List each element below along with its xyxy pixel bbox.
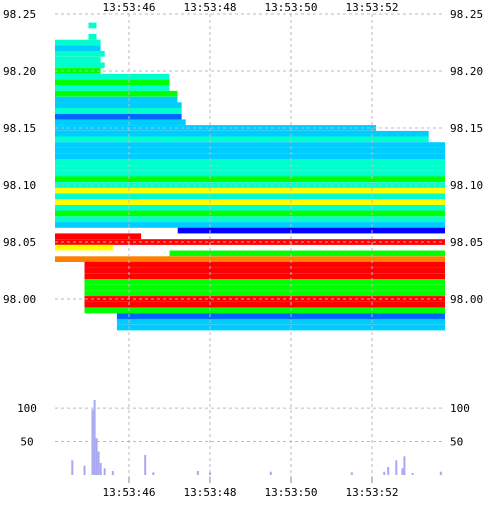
volume-tick-label-left: 100 xyxy=(17,402,37,415)
volume-bar xyxy=(144,454,147,475)
y-tick-label-right: 98.10 xyxy=(450,179,483,192)
volume-bar xyxy=(269,471,272,475)
x-tick-label-top: 13:53:46 xyxy=(103,1,156,14)
heatmap-cell xyxy=(55,176,445,183)
heatmap-cell xyxy=(84,279,445,285)
heatmap-cell xyxy=(55,102,182,108)
volume-bar xyxy=(350,472,353,475)
heatmap-cell xyxy=(88,33,97,40)
y-tick-label-left: 98.05 xyxy=(3,236,36,249)
volume-bar xyxy=(93,400,96,475)
heatmap-cell xyxy=(55,216,445,223)
y-tick-label-left: 98.10 xyxy=(3,179,36,192)
x-tick-label-bottom: 13:53:48 xyxy=(184,486,237,499)
volume-tick-label-right: 100 xyxy=(450,402,470,415)
heatmap-cell xyxy=(55,148,445,154)
volume-bar xyxy=(395,460,398,475)
volume-bar xyxy=(439,471,442,475)
y-tick-label-right: 98.20 xyxy=(450,65,483,78)
heatmap-cell xyxy=(55,193,445,200)
heatmap-cell xyxy=(55,79,170,86)
heatmap-cell xyxy=(116,324,446,331)
x-tick-label-top: 13:53:50 xyxy=(265,1,318,14)
volume-bar xyxy=(111,471,114,475)
volume-bar xyxy=(209,472,211,475)
heatmap-cell xyxy=(55,170,445,177)
y-tick-label-right: 98.25 xyxy=(450,8,483,21)
heatmap-cell xyxy=(55,222,445,228)
heatmap-cell xyxy=(55,205,445,211)
heatmap-cell xyxy=(116,313,446,319)
heatmap-cell xyxy=(55,51,105,57)
heatmap-cell xyxy=(55,68,101,74)
heatmap-cell xyxy=(55,85,170,91)
heatmap-cell xyxy=(55,199,445,205)
volume-bar xyxy=(401,468,404,475)
heatmap-cell xyxy=(84,307,445,314)
x-tick-label-top: 13:53:52 xyxy=(346,1,399,14)
volume-bar xyxy=(196,471,199,475)
heatmap-cell xyxy=(55,45,101,52)
heatmap-cell xyxy=(84,261,445,268)
x-tick-label-bottom: 13:53:46 xyxy=(103,486,156,499)
volume-bar xyxy=(103,468,106,475)
heatmap-cell xyxy=(55,119,186,126)
heatmap-cell xyxy=(55,256,445,262)
heatmap-cell xyxy=(55,96,178,103)
heatmap-cell xyxy=(177,227,445,234)
heatmap-cell xyxy=(55,244,113,251)
heatmap-cell xyxy=(55,210,445,217)
y-tick-label-right: 98.15 xyxy=(450,122,483,135)
y-tick-label-left: 98.00 xyxy=(3,293,36,306)
y-tick-label-right: 98.00 xyxy=(450,293,483,306)
heatmap-cell xyxy=(88,22,97,29)
heatmap-cell xyxy=(55,142,445,148)
heatmap-cell xyxy=(84,273,445,280)
volume-tick-label-left: 50 xyxy=(20,436,33,449)
volume-bar xyxy=(97,451,100,475)
volume-bar xyxy=(383,471,386,475)
heatmap-cell xyxy=(84,296,445,302)
volume-bar xyxy=(95,438,98,475)
volume-bar xyxy=(411,473,414,475)
heatmap-cell xyxy=(55,108,182,114)
heatmap-cell xyxy=(55,39,101,46)
volume-bar xyxy=(387,467,390,475)
heatmap-cell xyxy=(55,90,178,97)
volume-bar xyxy=(71,460,74,475)
y-tick-label-left: 98.20 xyxy=(3,65,36,78)
heatmap-cell xyxy=(84,284,445,291)
heatmap-cell xyxy=(84,290,445,297)
heatmap-cell xyxy=(55,233,142,240)
heatmap-cell xyxy=(116,318,446,325)
heatmap-cell xyxy=(55,73,170,80)
volume-bar xyxy=(152,472,155,475)
heatmap-cell xyxy=(55,125,376,131)
y-tick-label-left: 98.15 xyxy=(3,122,36,135)
volume-bar xyxy=(99,463,102,475)
x-tick-label-bottom: 13:53:52 xyxy=(346,486,399,499)
volume-bar xyxy=(91,409,94,475)
volume-bar xyxy=(403,456,406,475)
heatmap-cell xyxy=(55,153,445,160)
heatmap-cell xyxy=(169,250,445,257)
x-tick-label-top: 13:53:48 xyxy=(184,1,237,14)
heatmap-cell xyxy=(84,267,445,274)
heatmap-cell xyxy=(55,165,445,171)
heatmap-cell xyxy=(55,113,182,120)
heatmap-cell xyxy=(55,136,429,143)
volume-tick-label-right: 50 xyxy=(450,436,463,449)
heatmap-cell xyxy=(84,301,445,308)
heatmap-cell xyxy=(55,187,445,194)
heatmap-cell xyxy=(55,159,445,165)
volume-bar xyxy=(83,465,86,475)
y-tick-label-right: 98.05 xyxy=(450,236,483,249)
y-tick-label-left: 98.25 xyxy=(3,8,36,21)
x-tick-label-bottom: 13:53:50 xyxy=(265,486,318,499)
heatmap-cell xyxy=(55,130,429,137)
heatmap-cell xyxy=(55,62,105,69)
heatmap-cell xyxy=(55,56,101,63)
